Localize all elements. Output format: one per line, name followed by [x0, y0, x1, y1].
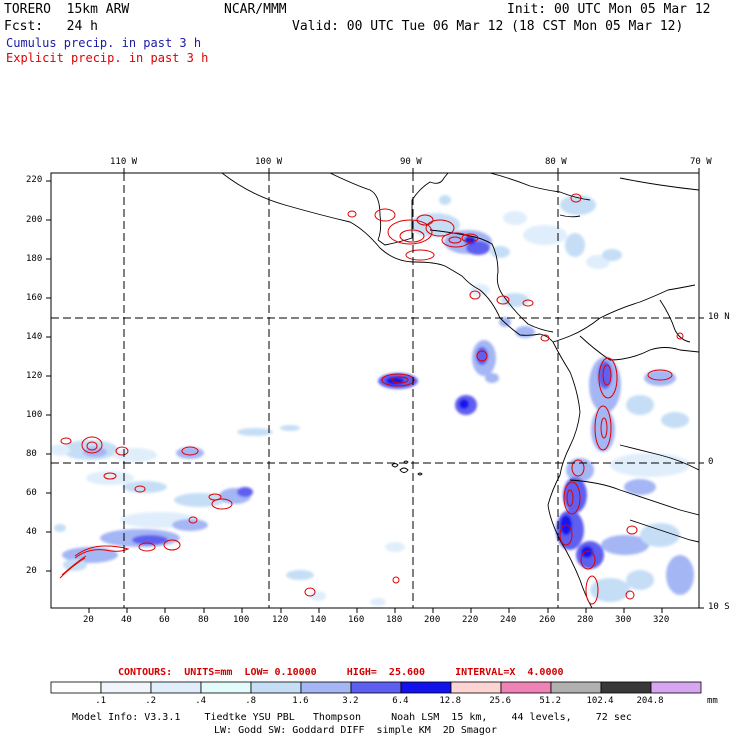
precip-shading [51, 195, 694, 606]
y-tick: 140 [26, 332, 43, 342]
y-tick: 40 [26, 527, 37, 537]
colorbar-label: .8 [245, 696, 257, 706]
x-tick: 220 [462, 615, 479, 625]
x-tick: 120 [272, 615, 289, 625]
x-tick: 40 [121, 615, 132, 625]
init-time: Init: 00 UTC Mon 05 Mar 12 [507, 2, 711, 17]
y-tick: 60 [26, 488, 37, 498]
colorbar-label: 6.4 [392, 696, 409, 706]
colorbar [50, 681, 702, 694]
y-tick: 200 [26, 215, 43, 225]
valid-time: Valid: 00 UTC Tue 06 Mar 12 (18 CST Mon … [292, 19, 684, 34]
coastlines [221, 173, 699, 608]
colorbar-label: 3.2 [342, 696, 359, 706]
model-title: TORERO 15km ARW [4, 2, 130, 17]
colorbar-swatch [400, 681, 452, 694]
y-tick: 100 [26, 410, 43, 420]
x-tick: 300 [615, 615, 632, 625]
x-tick: 100 [233, 615, 250, 625]
y-tick: 180 [26, 254, 43, 264]
colorbar-swatch [200, 681, 252, 694]
x-tick: 260 [539, 615, 556, 625]
colorbar-label: .2 [145, 696, 157, 706]
colorbar-label: 12.8 [439, 696, 462, 706]
colorbar-label: 1.6 [292, 696, 309, 706]
lat-label: 0 [708, 457, 714, 467]
x-tick: 60 [159, 615, 170, 625]
colorbar-swatch [350, 681, 402, 694]
x-tick: 280 [577, 615, 594, 625]
colorbar-swatch [250, 681, 302, 694]
physics-info: LW: Godd SW: Goddard DIFF simple KM 2D S… [214, 725, 497, 736]
latlon-grid [51, 173, 699, 608]
colorbar-swatch [450, 681, 502, 694]
x-tick: 180 [386, 615, 403, 625]
colorbar-label: 204.8 [636, 696, 664, 706]
colorbar-label: 51.2 [539, 696, 562, 706]
x-tick: 240 [500, 615, 517, 625]
legend-explicit: Explicit precip. in past 3 h [6, 51, 209, 65]
y-tick: 220 [26, 175, 43, 185]
colorbar-unit: mm [707, 696, 718, 706]
colorbar-swatch [100, 681, 152, 694]
colorbar-swatch [150, 681, 202, 694]
tick-marks [46, 168, 704, 613]
colorbar-swatch [50, 681, 102, 694]
forecast-hour: Fcst: 24 h [4, 19, 98, 34]
lat-label: 10 N [708, 312, 730, 322]
lon-label: 90 W [400, 157, 422, 167]
y-tick: 160 [26, 293, 43, 303]
contours-info: CONTOURS: UNITS=mm LOW= 0.10000 HIGH= 25… [118, 667, 564, 678]
lon-label: 110 W [110, 157, 138, 167]
x-tick: 140 [310, 615, 327, 625]
explicit-precip-contours [59, 193, 684, 605]
x-tick: 160 [348, 615, 365, 625]
colorbar-swatch [650, 681, 702, 694]
colorbar-label: .4 [195, 696, 207, 706]
colorbar-swatch [550, 681, 602, 694]
colorbar-swatch [600, 681, 652, 694]
center-label: NCAR/MMM [224, 2, 287, 17]
legend-cumulus: Cumulus precip. in past 3 h [6, 36, 202, 50]
lon-label: 70 W [690, 157, 712, 167]
colorbar-label: 25.6 [489, 696, 512, 706]
lon-label: 80 W [545, 157, 567, 167]
colorbar-label: .1 [95, 696, 107, 706]
colorbar-swatch [300, 681, 352, 694]
colorbar-label: 102.4 [586, 696, 614, 706]
x-tick: 80 [198, 615, 209, 625]
x-tick: 320 [653, 615, 670, 625]
lat-label: 10 S [708, 602, 730, 612]
map-frame [50, 172, 700, 609]
x-tick: 200 [424, 615, 441, 625]
y-tick: 80 [26, 449, 37, 459]
y-tick: 20 [26, 566, 37, 576]
model-info: Model Info: V3.3.1 Tiedtke YSU PBL Thomp… [72, 712, 632, 723]
x-tick: 20 [83, 615, 94, 625]
colorbar-swatch [500, 681, 552, 694]
y-tick: 120 [26, 371, 43, 381]
lon-label: 100 W [255, 157, 283, 167]
